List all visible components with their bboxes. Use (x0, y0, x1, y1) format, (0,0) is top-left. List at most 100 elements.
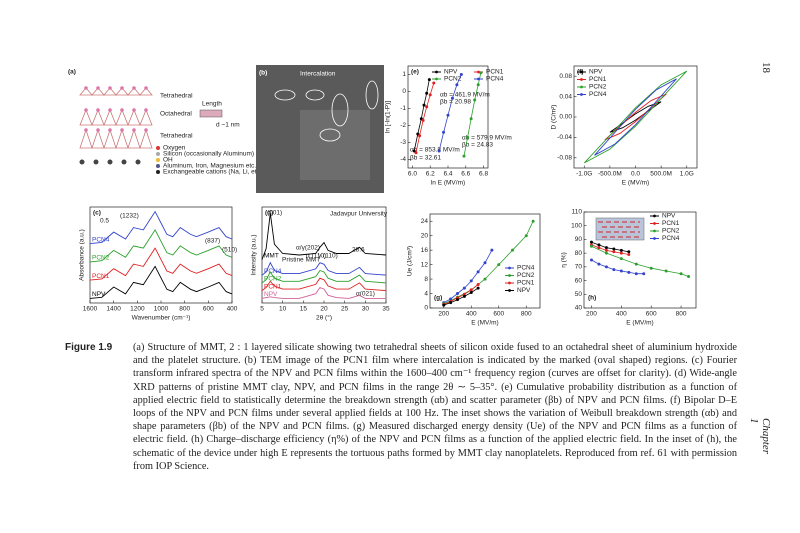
annotation: Jadavpur University (330, 211, 388, 218)
data-point (612, 247, 616, 251)
legend-label: PCN1 (486, 69, 504, 76)
y-tick-label: 4 (424, 290, 428, 297)
data-point (421, 118, 425, 122)
lattice (115, 128, 129, 149)
y-axis-label: ln [-ln(1-P)] (385, 101, 392, 133)
diagram-label: Octahedral (160, 111, 192, 118)
data-point (456, 292, 459, 296)
legend-label: PCN4 (589, 91, 607, 98)
diagram-label: d ~1 nm (216, 122, 240, 129)
legend-label: PCN1 (517, 280, 535, 287)
data-point (455, 83, 459, 87)
legend-marker (653, 237, 656, 240)
data-point (469, 290, 473, 294)
y-tick-label: 0.04 (559, 93, 572, 100)
series-line (89, 247, 233, 281)
legend-dot (156, 164, 160, 168)
x-axis-label: 2θ (°) (316, 314, 332, 322)
data-point (619, 269, 623, 273)
data-point (649, 266, 653, 270)
legend-label: PCN2 (444, 76, 462, 83)
data-point (589, 244, 593, 248)
series-line (463, 72, 482, 157)
series-line (89, 229, 233, 263)
legend-dot (156, 146, 160, 150)
annotation: 28.6 (352, 247, 365, 254)
data-point (612, 250, 616, 254)
legend-marker (580, 85, 583, 89)
panel-tag: (e) (411, 69, 419, 76)
legend-marker (435, 70, 438, 74)
legend-label: NPV (517, 287, 531, 294)
legend-marker (508, 274, 511, 277)
legend-dot (156, 170, 160, 174)
caption: Figure 1.9 (a) Structure of MMT, 2 : 1 l… (65, 341, 737, 473)
x-tick-label: 35 (382, 306, 390, 313)
lattice (79, 87, 93, 96)
series-line (261, 269, 387, 284)
atom (144, 86, 148, 90)
series-line (443, 221, 534, 305)
data-point (679, 272, 683, 276)
x-tick-label: 400 (227, 306, 238, 313)
data-point (469, 117, 473, 121)
legend-marker (580, 78, 583, 81)
lattice (127, 108, 141, 126)
y-tick-label: 24 (421, 218, 429, 225)
legend-marker (477, 70, 480, 74)
running-head: Chapter 1 (748, 418, 772, 455)
data-point (627, 253, 631, 257)
x-tick-label: 6.4 (443, 171, 452, 178)
legend-label: NPV (662, 213, 676, 220)
data-point (449, 301, 453, 305)
marked-region (305, 89, 325, 101)
data-point (425, 91, 429, 95)
series-label: PCN1 (264, 283, 282, 290)
series-line (591, 244, 629, 255)
legend-label: PCN4 (662, 235, 680, 242)
x-tick-label: 1000 (154, 306, 169, 313)
diagram-label: Oxygen (163, 145, 186, 152)
y-axis-label: Ue (J/cm³) (407, 246, 414, 276)
y-tick-label: 0.00 (559, 114, 572, 121)
legend-label: PCN1 (589, 76, 607, 83)
x-tick-label: 800 (521, 311, 532, 318)
data-point (627, 270, 631, 274)
annotation: βb = 20.98 (440, 99, 471, 106)
y-axis-label: η (%) (561, 252, 568, 268)
series-line (604, 93, 667, 141)
figure-label: Figure 1.9 (65, 342, 113, 353)
data-point (634, 262, 638, 266)
panel-tag: (g) (434, 295, 442, 302)
y-tick-label: -0.04 (557, 134, 572, 141)
x-tick-label: 800 (676, 311, 687, 318)
legend-label: PCN1 (662, 220, 680, 227)
series-line (261, 286, 386, 299)
cation (79, 159, 85, 165)
x-tick-label: 6.2 (426, 171, 435, 178)
legend-label: PCN2 (517, 272, 535, 279)
x-tick-label: 600 (203, 306, 214, 313)
annotation: αb = 461.9 MV/m (440, 92, 490, 99)
page-number: 18 (760, 62, 772, 73)
data-point (597, 243, 601, 247)
legend-marker (508, 281, 511, 285)
caption-text: (a) Structure of MMT, 2 : 1 layered sili… (133, 342, 737, 472)
lattice (115, 87, 129, 96)
lattice (79, 128, 93, 149)
lattice (91, 108, 105, 126)
series-line (415, 82, 435, 153)
legend-label: PCN4 (486, 76, 504, 83)
data-point (422, 103, 426, 107)
atom (96, 108, 100, 112)
annotation: γ (110) (318, 253, 338, 260)
x-tick-label: 10 (279, 306, 287, 313)
series-label: NPV (264, 291, 278, 298)
data-point (687, 274, 691, 278)
x-tick-label: 15 (300, 306, 308, 313)
data-point (462, 292, 466, 296)
lattice (127, 128, 141, 149)
data-point (418, 134, 422, 138)
lattice (103, 87, 117, 96)
